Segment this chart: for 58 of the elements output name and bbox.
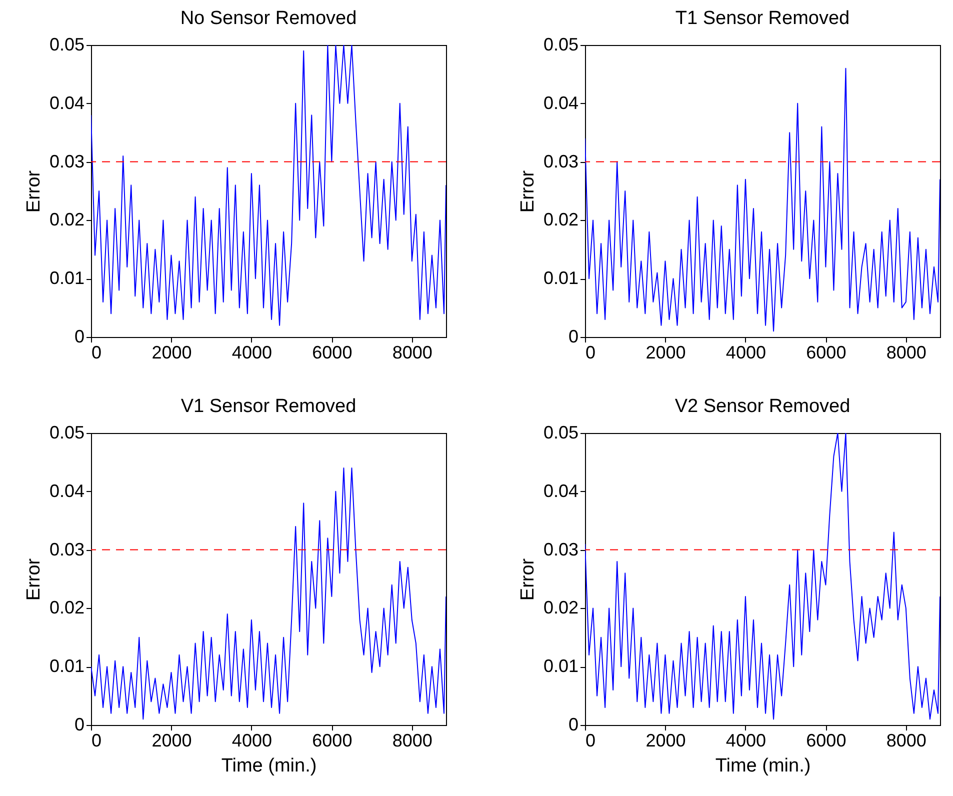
y-tick-label: 0 (74, 326, 84, 346)
y-tick-label: 0 (74, 714, 84, 734)
y-axis-title: Error (517, 170, 538, 213)
y-tick-label: 0.03 (543, 539, 578, 560)
y-tick-label: 0.04 (49, 92, 84, 113)
x-tick-label: 2000 (646, 342, 686, 362)
y-tick-label: 0.04 (543, 480, 578, 501)
y-tick-label: 0.01 (49, 656, 84, 676)
x-tick-label: 8000 (886, 342, 926, 362)
x-tick-label: 4000 (726, 730, 766, 750)
chart-title: No Sensor Removed (180, 8, 357, 29)
y-tick-label: 0.05 (543, 422, 578, 442)
y-tick-label: 0.04 (49, 480, 84, 501)
x-axis-title: Time (min.) (221, 756, 317, 776)
y-axis-title: Error (23, 170, 44, 213)
x-tick-label: 6000 (312, 730, 352, 750)
y-tick-label: 0 (568, 326, 578, 346)
x-tick-label: 8000 (392, 342, 432, 362)
x-tick-label: 2000 (646, 730, 686, 750)
x-tick-label: 2000 (152, 730, 192, 750)
x-tick-label: 0 (586, 342, 596, 362)
x-tick-label: 6000 (312, 342, 352, 362)
x-tick-label: 4000 (232, 342, 272, 362)
x-tick-label: 6000 (806, 730, 846, 750)
y-tick-label: 0.03 (49, 151, 84, 172)
y-axis-title: Error (517, 558, 538, 601)
x-tick-label: 0 (92, 730, 102, 750)
y-tick-label: 0.02 (543, 210, 578, 230)
y-tick-label: 0.02 (49, 210, 84, 230)
x-tick-label: 6000 (806, 342, 846, 362)
x-tick-label: 4000 (232, 730, 272, 750)
x-tick-label: 0 (92, 342, 102, 362)
line-series (585, 68, 940, 332)
y-tick-label: 0.02 (49, 598, 84, 618)
y-tick-label: 0.05 (49, 422, 84, 442)
y-tick-label: 0 (568, 714, 578, 734)
line-series (91, 468, 446, 720)
y-axis-title: Error (23, 558, 44, 601)
y-tick-label: 0.03 (49, 539, 84, 560)
line-series (91, 45, 446, 326)
x-tick-label: 4000 (726, 342, 766, 362)
chart-title: V2 Sensor Removed (674, 396, 850, 417)
y-tick-label: 0.03 (543, 151, 578, 172)
y-tick-label: 0.04 (543, 92, 578, 113)
y-tick-label: 0.01 (543, 656, 578, 676)
x-tick-label: 0 (586, 730, 596, 750)
chart-title: V1 Sensor Removed (180, 396, 356, 417)
y-tick-label: 0.05 (49, 34, 84, 54)
x-tick-label: 8000 (392, 730, 432, 750)
y-tick-label: 0.01 (543, 268, 578, 288)
y-tick-label: 0.05 (543, 34, 578, 54)
y-tick-label: 0.02 (543, 598, 578, 618)
x-tick-label: 8000 (886, 730, 926, 750)
y-tick-label: 0.01 (49, 268, 84, 288)
x-tick-label: 2000 (152, 342, 192, 362)
x-axis-title: Time (min.) (715, 756, 811, 776)
line-series (585, 433, 940, 720)
chart-title: T1 Sensor Removed (675, 8, 850, 29)
